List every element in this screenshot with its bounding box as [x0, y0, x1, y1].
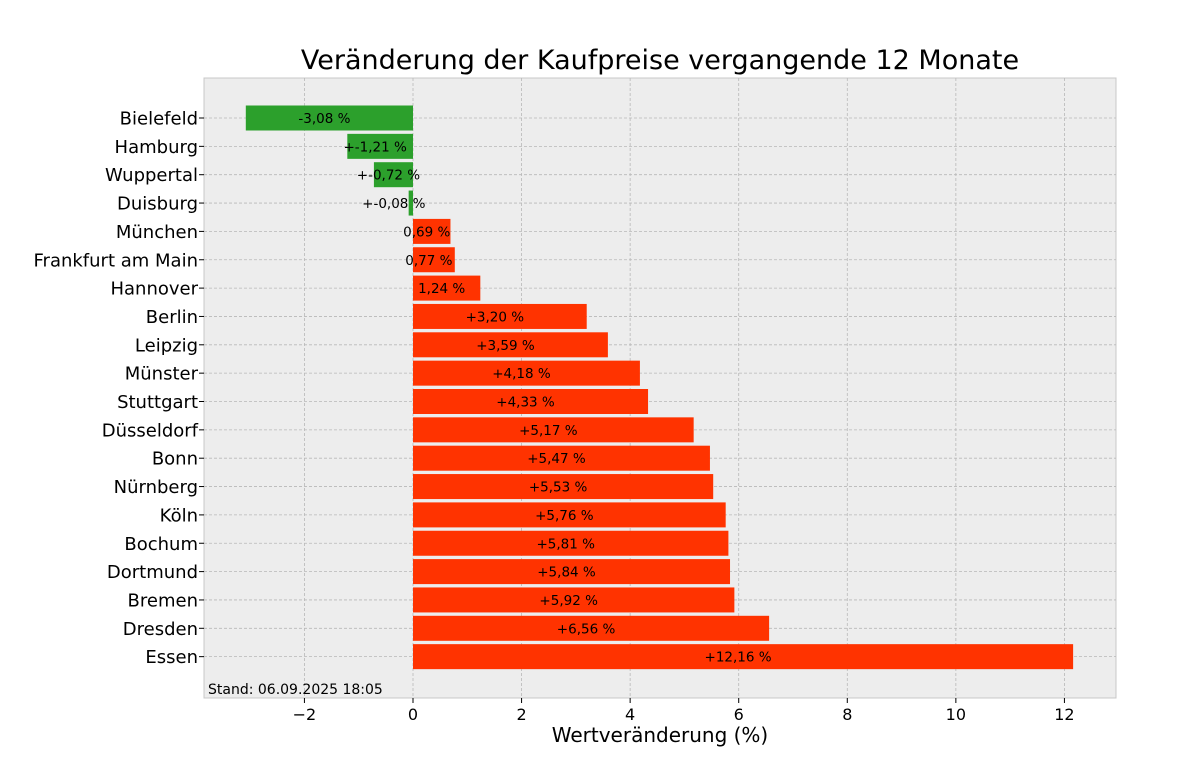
bar-stuttgart: [413, 389, 649, 414]
data-label: -3,08 %: [298, 111, 350, 127]
x-tick-label: 8: [842, 705, 852, 724]
y-tick-label: Bielefeld: [120, 109, 198, 130]
data-label: +3,20 %: [466, 309, 525, 325]
y-tick-label: Dresden: [123, 619, 198, 640]
bar-essen: [413, 644, 1074, 670]
y-tick-label: Wuppertal: [105, 165, 198, 186]
y-tick-label: München: [116, 222, 198, 243]
x-tick-label: 4: [625, 705, 635, 724]
data-labels: -3,08 % +-1,21 % +-0,72 % +-0,08 % 0,69 % 0,7…: [298, 111, 771, 666]
data-label: +5,76 %: [535, 508, 594, 524]
data-label: +5,84 %: [537, 565, 596, 581]
data-label: +-1,21 %: [343, 139, 407, 155]
bar-düsseldorf: [413, 417, 694, 443]
y-tick-label: Bremen: [128, 590, 198, 611]
x-tick-label: 12: [1054, 705, 1074, 724]
y-tick-label: Nürnberg: [114, 477, 198, 498]
data-label: +4,33 %: [496, 395, 555, 411]
data-label: +3,59 %: [476, 338, 535, 354]
bar-dortmund: [413, 559, 731, 585]
y-tick-label: Hamburg: [115, 137, 198, 158]
bar-hamburg: [347, 133, 413, 159]
chart-title: Veränderung der Kaufpreise vergangende 1…: [301, 45, 1019, 76]
bar-duisburg: [408, 190, 413, 216]
x-tick-label: −2: [293, 705, 317, 724]
bar-leipzig: [413, 332, 608, 358]
bar-bonn: [413, 445, 710, 471]
data-label: +5,17 %: [519, 423, 578, 439]
bars: [245, 105, 1074, 670]
y-axis-ticks: Bielefeld Hamburg Wuppertal Duisburg München…: [34, 109, 204, 668]
bar-berlin: [413, 303, 587, 329]
data-label: +5,47 %: [527, 451, 586, 467]
y-tick-label: Hannover: [110, 279, 198, 300]
bar-wuppertal: [373, 162, 413, 188]
y-tick-label: Bochum: [124, 534, 198, 555]
data-label: 0,77 %: [405, 253, 452, 269]
bar-bremen: [413, 587, 735, 613]
data-label: +-0,08 %: [362, 196, 426, 212]
y-tick-label: Dortmund: [107, 562, 198, 583]
data-label: +5,92 %: [539, 593, 598, 609]
bar-nürnberg: [413, 474, 714, 500]
y-tick-label: Köln: [160, 505, 198, 526]
data-label: 0,69 %: [403, 224, 450, 240]
bar-bochum: [413, 530, 729, 556]
y-tick-label: Münster: [125, 364, 199, 385]
y-tick-label: Essen: [145, 647, 198, 668]
bar-hannover: [413, 275, 481, 301]
y-tick-label: Duisburg: [117, 194, 198, 215]
x-tick-label: 6: [734, 705, 744, 724]
data-label: +5,53 %: [529, 480, 588, 496]
data-label: +5,81 %: [536, 536, 595, 552]
grid-lines: [204, 78, 1116, 698]
x-tick-label: 10: [946, 705, 966, 724]
bar-münchen: [413, 218, 451, 244]
data-label: 1,24 %: [418, 281, 465, 297]
bar-frankfurt-am-main: [413, 247, 455, 273]
data-label: +12,16 %: [705, 650, 772, 666]
x-tick-label: 2: [516, 705, 526, 724]
x-tick-label: 0: [408, 705, 418, 724]
bar-münster: [413, 360, 640, 386]
y-tick-label: Frankfurt am Main: [34, 250, 199, 271]
timestamp-note: Stand: 06.09.2025 18:05: [208, 682, 383, 698]
y-tick-label: Stuttgart: [117, 392, 198, 413]
y-tick-label: Bonn: [152, 449, 198, 470]
bar-köln: [413, 502, 726, 528]
bar-bielefeld: [245, 105, 413, 131]
y-tick-label: Leipzig: [135, 335, 198, 356]
bar-dresden: [413, 615, 770, 641]
data-label: +4,18 %: [492, 366, 551, 382]
x-axis-label: Wertveränderung (%): [552, 723, 769, 747]
data-label: +6,56 %: [557, 621, 616, 637]
x-axis-ticks: −2 0 2 4 6 8 10 12: [293, 698, 1075, 724]
y-tick-label: Berlin: [146, 307, 198, 328]
y-tick-label: Düsseldorf: [102, 420, 199, 441]
data-label: +-0,72 %: [357, 168, 421, 184]
